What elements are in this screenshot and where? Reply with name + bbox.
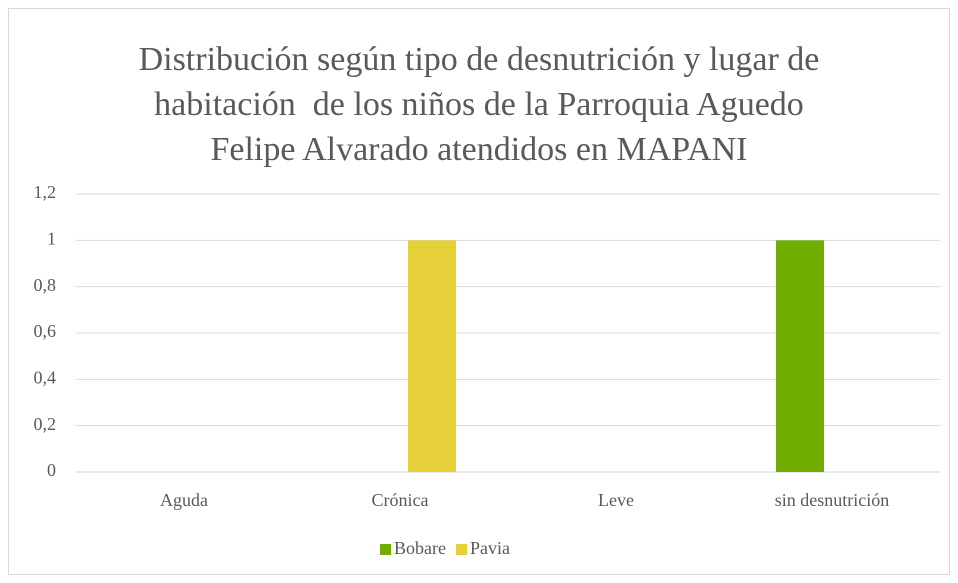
chart-title: Felipe Alvarado atendidos en MAPANI: [210, 131, 747, 168]
x-tick-label: Aguda: [160, 490, 208, 510]
y-tick-label: 0,2: [34, 414, 57, 434]
chart-title: Distribución según tipo de desnutrición …: [139, 41, 820, 78]
x-tick-label: Crónica: [372, 490, 429, 510]
y-tick-label: 0,6: [34, 321, 57, 341]
legend-swatch: [380, 544, 391, 555]
bar: [776, 240, 824, 472]
legend-swatch: [455, 544, 467, 555]
y-tick-label: 0,8: [34, 275, 57, 295]
y-tick-label: 1,2: [34, 182, 57, 202]
bar: [408, 240, 456, 472]
y-tick-label: 1: [47, 228, 56, 248]
y-tick-label: 0: [47, 460, 56, 480]
x-tick-label: sin desnutrición: [775, 490, 890, 510]
legend-label: Bobare: [394, 538, 446, 558]
legend-label: Pavia: [470, 538, 510, 558]
y-tick-label: 0,4: [34, 367, 57, 387]
chart-title: habitación de los niños de la Parroquia …: [154, 86, 804, 123]
x-tick-label: Leve: [598, 490, 634, 510]
